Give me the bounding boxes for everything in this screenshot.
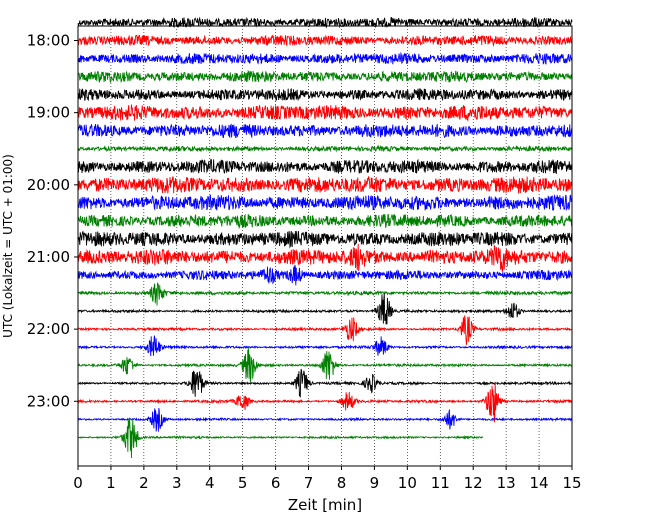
seismogram-trace [77, 16, 573, 29]
x-axis-ticks: 0 1 2 3 4 5 6 7 8 9 10 11 12 13 14 15 [73, 466, 582, 492]
seismogram-trace [77, 193, 573, 212]
x-tick-label: 14 [530, 474, 549, 492]
seismogram-trace [77, 158, 573, 175]
seismogram-trace [77, 144, 573, 153]
x-tick-label: 0 [73, 474, 83, 492]
seismogram-traces [77, 16, 573, 458]
y-tick-label: 18:00 [27, 32, 70, 50]
seismogram-trace [77, 230, 573, 249]
seismogram-trace [77, 34, 573, 48]
seismogram-trace [77, 175, 573, 194]
seismogram-trace [77, 69, 573, 84]
y-tick-label: 19:00 [27, 104, 70, 122]
grid-lines [110, 26, 540, 466]
y-tick-label: 22:00 [27, 320, 70, 338]
seismogram-trace [77, 264, 573, 286]
x-tick-label: 5 [238, 474, 248, 492]
y-tick-label: 21:00 [27, 248, 70, 266]
x-tick-label: 15 [562, 474, 581, 492]
x-tick-label: 11 [431, 474, 450, 492]
seismogram-trace [77, 213, 573, 230]
y-axis-ticks: 18:00 19:00 20:00 21:00 22:00 23:00 [27, 32, 78, 410]
seismogram-trace [77, 407, 573, 432]
x-tick-label: 9 [370, 474, 380, 492]
seismogram-trace [77, 381, 573, 423]
x-tick-label: 7 [304, 474, 314, 492]
seismogram-trace [77, 51, 573, 65]
x-tick-label: 12 [464, 474, 483, 492]
seismogram-trace [77, 368, 573, 398]
x-tick-label: 10 [398, 474, 417, 492]
seismogram-trace [77, 243, 573, 272]
x-axis-label: Zeit [min] [288, 496, 362, 514]
seismogram-trace [77, 315, 573, 345]
seismogram-trace [77, 123, 573, 139]
x-tick-label: 6 [271, 474, 281, 492]
x-tick-label: 3 [172, 474, 182, 492]
y-tick-label: 23:00 [27, 392, 70, 410]
x-tick-label: 1 [106, 474, 116, 492]
y-tick-label: 20:00 [27, 176, 70, 194]
seismogram-trace [77, 282, 573, 306]
seismogram-trace [77, 88, 573, 102]
seismogram-trace [77, 347, 573, 383]
plot-frame [77, 25, 573, 467]
x-tick-label: 8 [337, 474, 347, 492]
seismogram-trace [77, 104, 573, 122]
x-tick-label: 2 [139, 474, 149, 492]
seismogram-trace [77, 293, 573, 325]
seismogram-trace [77, 335, 573, 357]
x-tick-label: 4 [205, 474, 215, 492]
x-tick-label: 13 [497, 474, 516, 492]
y-axis-label: UTC (Lokalzeit = UTC + 01:00) [1, 154, 15, 338]
seismogram-trace [77, 417, 484, 458]
